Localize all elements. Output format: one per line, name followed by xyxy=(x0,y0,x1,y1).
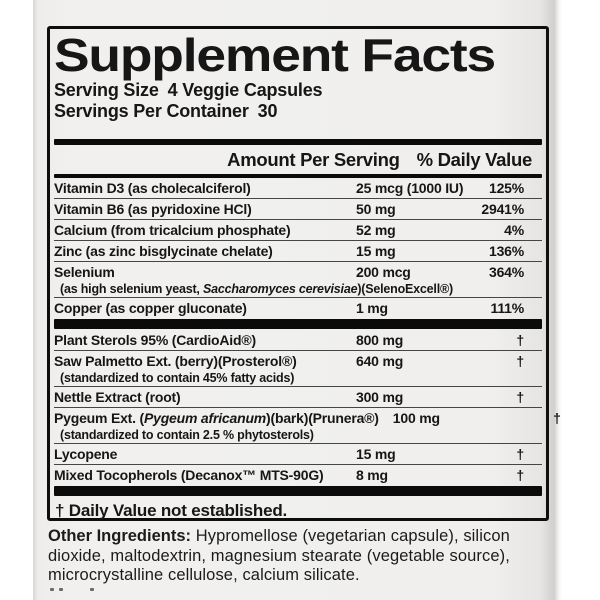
table-row-vitamin-d3: Vitamin D3 (as cholecalciferol) 25 mcg (… xyxy=(54,178,542,199)
amount-per-serving-header: Amount Per Serving xyxy=(227,149,400,170)
table-row-mixed-tocopherols: Mixed Tocopherols (Decanox™ MTS-90G) 8 m… xyxy=(54,465,542,485)
nutrient-dv: † xyxy=(516,389,524,405)
nutrient-amount: 100 mg xyxy=(392,410,440,426)
table-row-copper: Copper (as copper gluconate) 1 mg 111% xyxy=(54,298,542,318)
cut-off-text-remnant xyxy=(50,588,94,591)
nutrient-name: Zinc (as zinc bisglycinate chelate) xyxy=(54,243,273,259)
nutrient-dv: † xyxy=(516,332,524,348)
section-divider-bar xyxy=(54,319,542,329)
table-row-lycopene: Lycopene 15 mg † xyxy=(54,444,542,465)
nutrient-name: Nettle Extract (root) xyxy=(54,389,181,405)
column-header-row: Amount Per Serving % Daily Value xyxy=(54,145,542,174)
nutrient-name: Calcium (from tricalcium phosphate) xyxy=(54,222,291,238)
servings-per-container-value: 30 xyxy=(257,101,278,121)
table-row-zinc: Zinc (as zinc bisglycinate chelate) 15 m… xyxy=(54,241,542,262)
nutrient-amount: 15 mg xyxy=(356,243,396,259)
standardization-note: (standardized to contain 2.5 % phytoster… xyxy=(60,428,314,442)
other-ingredients-text: Hypromellose (vegetarian capsule), silic… xyxy=(48,527,510,584)
nutrient-amount: 8 mg xyxy=(356,467,388,483)
serving-size-value: 4 Veggie Capsules xyxy=(167,80,323,100)
nutrient-dv: 111% xyxy=(490,300,525,316)
nutrient-name: Selenium xyxy=(54,264,115,280)
nutrient-amount: 800 mg xyxy=(356,332,404,348)
nutrient-dv: 136% xyxy=(488,243,524,259)
nutrient-dv: 364% xyxy=(488,264,524,280)
nutrient-amount: 1 mg xyxy=(356,300,388,316)
panel-title: Supplement Facts xyxy=(54,29,496,81)
serving-size-label: Serving Size xyxy=(54,80,159,100)
nutrient-name: Vitamin D3 (as cholecalciferol) xyxy=(54,180,251,196)
divider-bar xyxy=(54,174,542,178)
nutrient-amount: 50 mg xyxy=(356,201,396,217)
nutrient-name: Saw Palmetto Ext. (berry)(Prosterol®) xyxy=(54,353,297,369)
nutrient-amount: 25 mcg (1000 IU) xyxy=(356,180,464,196)
footer-divider-bar xyxy=(54,486,542,496)
nutrient-name: Plant Sterols 95% (CardioAid®) xyxy=(54,332,256,348)
table-row-pygeum: Pygeum Ext. (Pygeum africanum)(bark)(Pru… xyxy=(54,408,561,444)
nutrient-amount: 200 mcg xyxy=(356,264,411,280)
nutrient-name: Copper (as copper gluconate) xyxy=(54,300,247,316)
nutrient-amount: 52 mg xyxy=(356,222,396,238)
nutrient-dv: 4% xyxy=(504,222,524,238)
supplement-facts-panel: Supplement Facts Serving Size 4 Veggie C… xyxy=(47,26,561,521)
nutrient-dv: 125% xyxy=(488,180,524,196)
nutrient-source-note: (as high selenium yeast, Saccharomyces c… xyxy=(60,282,453,296)
table-row-vitamin-b6: Vitamin B6 (as pyridoxine HCl) 50 mg 294… xyxy=(54,199,542,220)
serving-size-line: Serving Size 4 Veggie Capsules xyxy=(54,80,542,101)
table-row-saw-palmetto: Saw Palmetto Ext. (berry)(Prosterol®) 64… xyxy=(54,351,542,387)
divider-bar xyxy=(54,139,542,145)
table-row-plant-sterols: Plant Sterols 95% (CardioAid®) 800 mg † xyxy=(54,330,542,351)
servings-per-container-line: Servings Per Container 30 xyxy=(54,101,542,122)
nutrient-amount: 640 mg xyxy=(356,353,404,369)
nutrient-dv: † xyxy=(516,353,524,369)
nutrient-name: Lycopene xyxy=(54,446,118,462)
nutrient-dv: 2941% xyxy=(481,201,524,217)
daily-value-footnote: † Daily Value not established. xyxy=(55,501,288,520)
other-ingredients-label: Other Ingredients: xyxy=(48,527,192,545)
nutrient-dv: † xyxy=(516,467,524,483)
nutrient-amount: 15 mg xyxy=(356,446,396,462)
supplement-label-background xyxy=(33,0,562,600)
table-row-selenium: Selenium 200 mcg 364% (as high selenium … xyxy=(54,262,542,298)
nutrient-name: Vitamin B6 (as pyridoxine HCl) xyxy=(54,201,252,217)
standardization-note: (standardized to contain 45% fatty acids… xyxy=(60,371,295,385)
other-ingredients-paragraph: Other Ingredients: Hypromellose (vegetar… xyxy=(48,527,554,586)
table-row-calcium: Calcium (from tricalcium phosphate) 52 m… xyxy=(54,220,542,241)
nutrient-amount: 300 mg xyxy=(356,389,404,405)
daily-value-header: % Daily Value xyxy=(416,149,533,170)
nutrient-name: Mixed Tocopherols (Decanox™ MTS-90G) xyxy=(54,467,324,483)
nutrient-dv: † xyxy=(516,446,524,462)
servings-per-container-label: Servings Per Container xyxy=(54,101,249,121)
nutrient-dv: † xyxy=(553,410,561,426)
nutrient-name: Pygeum Ext. (Pygeum africanum)(bark)(Pru… xyxy=(54,410,379,426)
table-row-nettle: Nettle Extract (root) 300 mg † xyxy=(54,387,542,408)
